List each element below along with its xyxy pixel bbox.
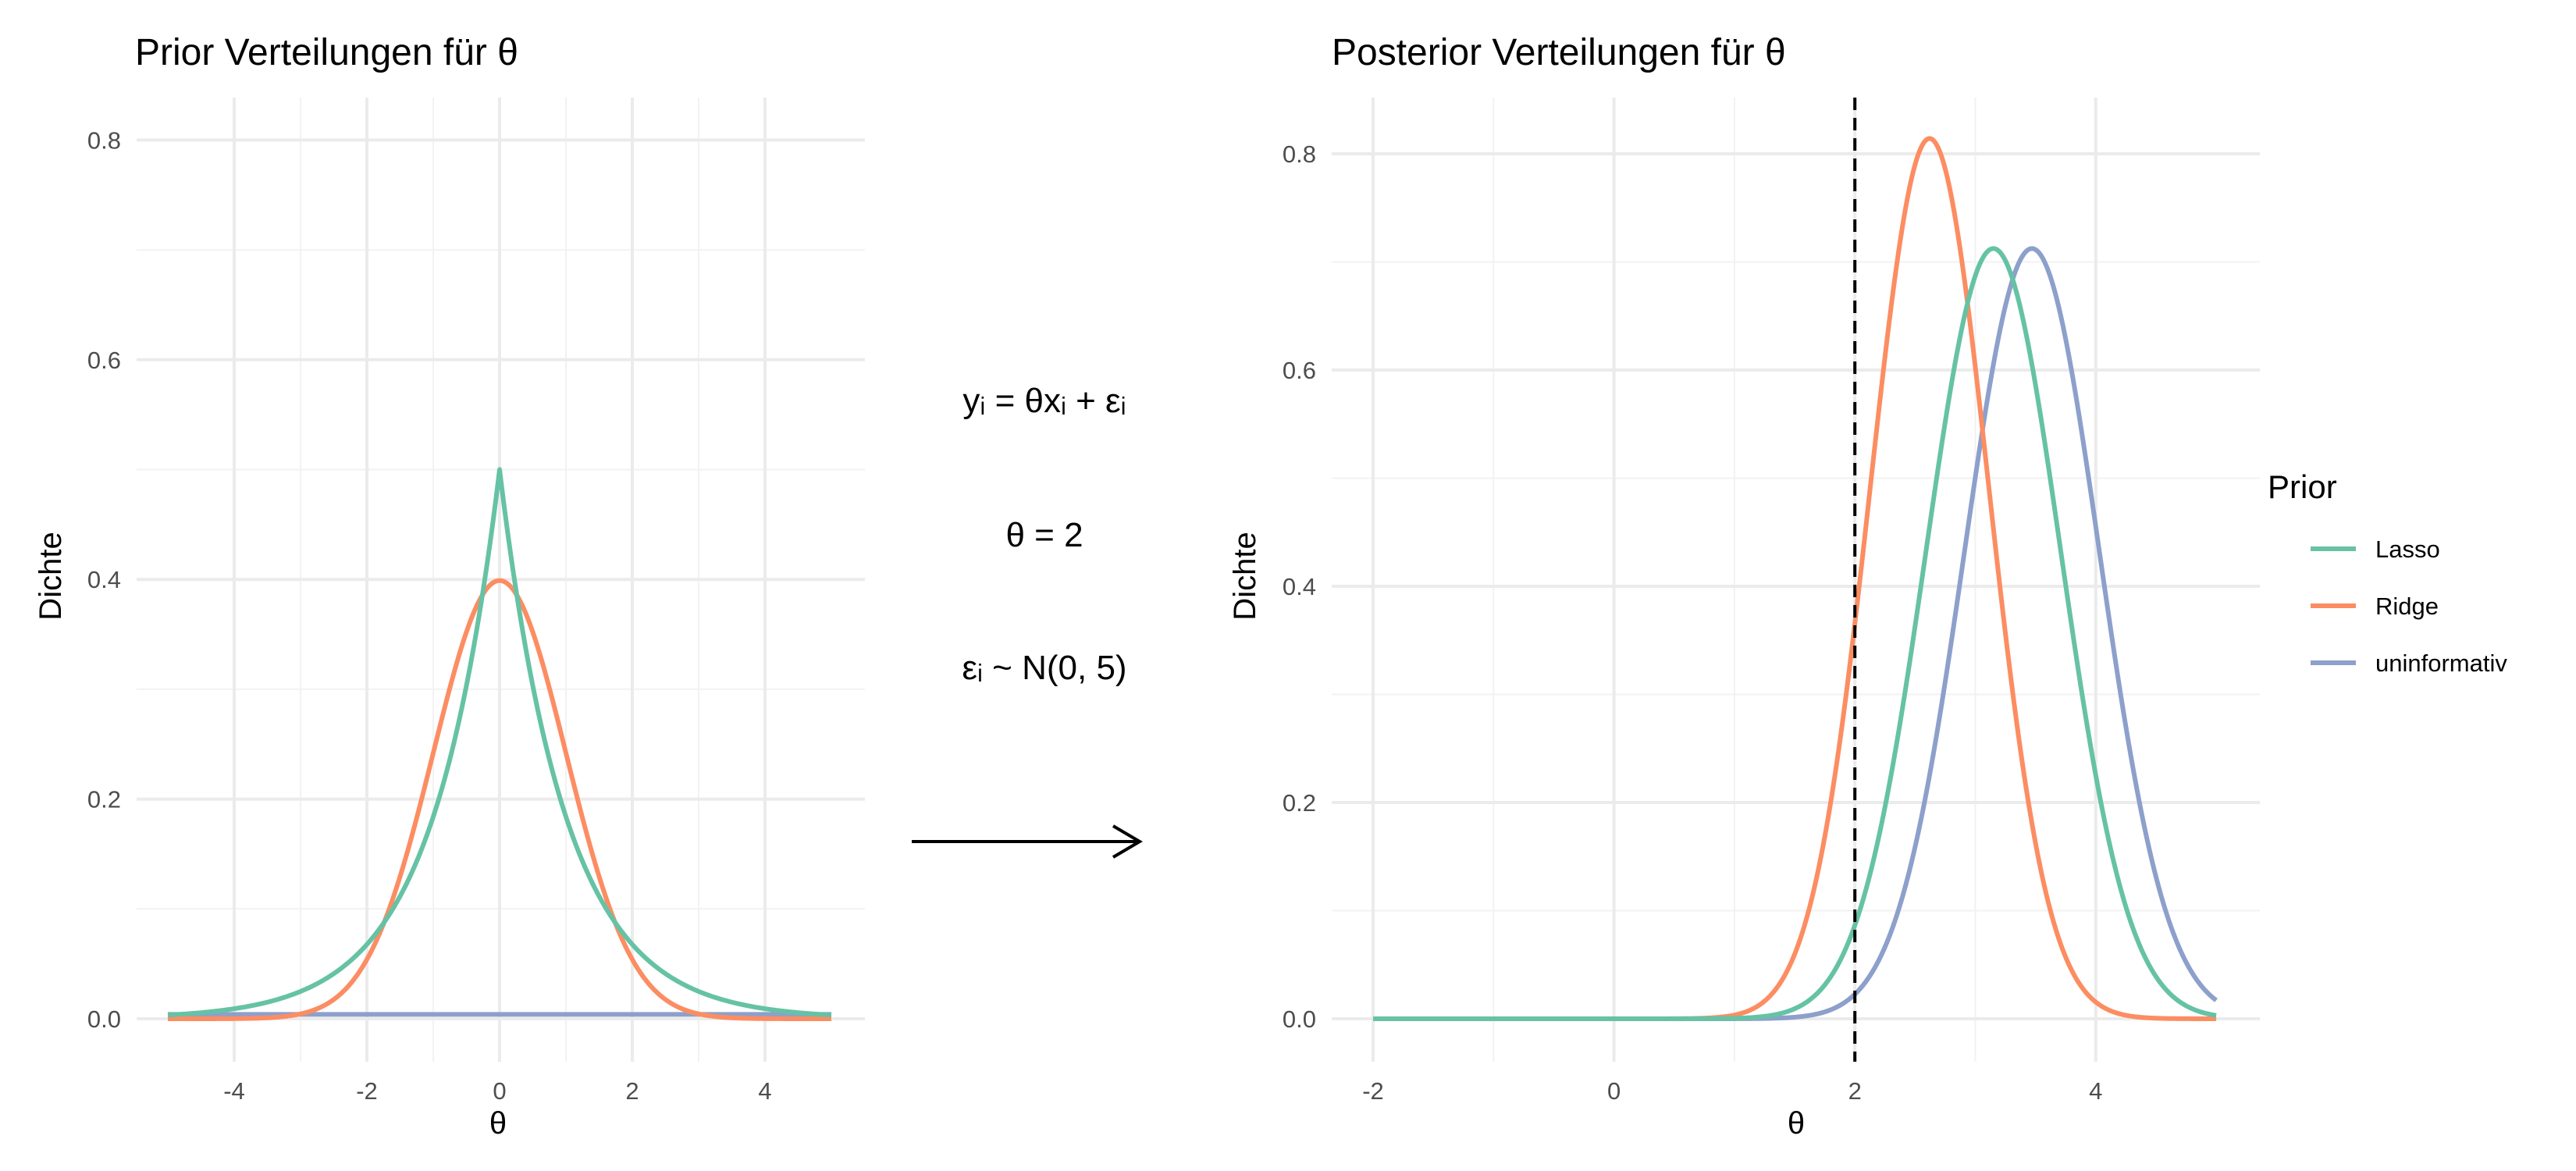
series-line-uninformativ [1372, 246, 2218, 1021]
prior-ticks: -4 -2 0 2 4 0.0 0.2 0.4 0.6 0.8 [87, 126, 772, 1105]
series-line-ridge [1372, 136, 2218, 1021]
y-tick-label: 0.6 [87, 347, 121, 374]
posterior-panel: Posterior Verteilungen für θ -2 0 2 4 0.0 0.2… [1228, 32, 2260, 1141]
y-tick-label: 0.8 [1283, 141, 1316, 168]
y-tick-label: 0.2 [1283, 789, 1316, 817]
x-tick-label: -2 [356, 1077, 378, 1105]
posterior-ticks: -2 0 2 4 0.0 0.2 0.4 0.6 0.8 [1283, 141, 2103, 1105]
x-tick-label: 4 [2089, 1077, 2102, 1105]
legend-label-lasso: Lasso [2375, 536, 2440, 563]
x-tick-label: -2 [1362, 1077, 1384, 1105]
model-annotation: yᵢ = θxᵢ + εᵢ θ = 2 εᵢ ~ N(0, 5) [912, 382, 1143, 859]
legend-title: Prior [2268, 468, 2337, 505]
posterior-series [1372, 136, 2218, 1021]
posterior-grid [1332, 98, 2260, 1062]
prior-y-axis-title: Dichte [34, 532, 68, 620]
series-line-ridge [166, 578, 833, 1021]
posterior-title: Posterior Verteilungen für θ [1332, 32, 1786, 73]
legend-label-ridge: Ridge [2375, 593, 2439, 620]
series-line-lasso [1372, 246, 2218, 1021]
y-tick-label: 0.0 [1283, 1005, 1316, 1033]
posterior-y-axis-title: Dichte [1228, 532, 1262, 620]
formula-model: yᵢ = θxᵢ + εᵢ [962, 382, 1126, 420]
prior-x-axis-title: θ [489, 1106, 507, 1141]
x-tick-label: 2 [1848, 1077, 1862, 1105]
x-tick-label: 4 [758, 1077, 771, 1105]
legend-label-uninformativ: uninformativ [2375, 650, 2507, 677]
y-tick-label: 0.4 [1283, 573, 1316, 600]
x-tick-label: 0 [1607, 1077, 1621, 1105]
y-tick-label: 0.6 [1283, 357, 1316, 384]
y-tick-label: 0.8 [87, 126, 121, 154]
prior-panel: Prior Verteilungen für θ -4 -2 0 2 4 0.0 0.2 0.… [34, 32, 865, 1141]
x-tick-label: -4 [223, 1077, 245, 1105]
right-arrow-icon [912, 824, 1143, 859]
prior-series [166, 467, 833, 1021]
y-tick-label: 0.0 [87, 1005, 121, 1033]
y-tick-label: 0.4 [87, 566, 121, 593]
x-tick-label: 0 [493, 1077, 506, 1105]
formula-error: εᵢ ~ N(0, 5) [962, 649, 1126, 687]
prior-title: Prior Verteilungen für θ [135, 32, 518, 73]
formula-theta: θ = 2 [1005, 516, 1083, 554]
x-tick-label: 2 [625, 1077, 639, 1105]
series-line-lasso [166, 467, 833, 1018]
y-tick-label: 0.2 [87, 786, 121, 813]
legend: Prior Lasso Ridge uninformativ [2268, 468, 2507, 677]
legend-items: Lasso Ridge uninformativ [2311, 536, 2507, 677]
posterior-x-axis-title: θ [1788, 1106, 1805, 1141]
